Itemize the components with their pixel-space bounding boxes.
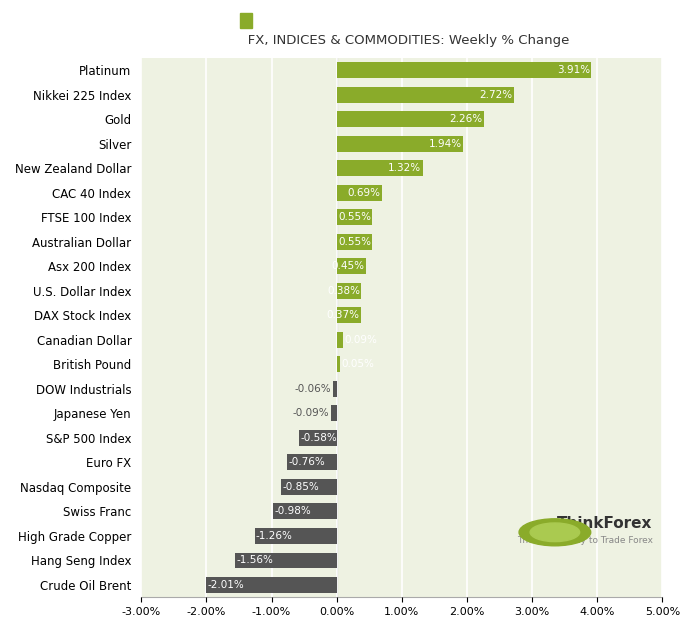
Text: 3.91%: 3.91% [557, 65, 590, 75]
Text: -0.98%: -0.98% [274, 506, 311, 516]
Bar [336, 209, 373, 225]
Text: 2.72%: 2.72% [480, 90, 512, 100]
Bar [336, 234, 373, 250]
Bar [336, 185, 382, 201]
Bar [336, 307, 361, 324]
Bar [336, 136, 463, 152]
Circle shape [530, 523, 580, 542]
Bar [336, 283, 361, 299]
Circle shape [519, 519, 591, 546]
Text: The Smart Way to Trade Forex: The Smart Way to Trade Forex [516, 537, 653, 545]
Bar [299, 430, 336, 446]
Bar [235, 552, 336, 568]
Text: -1.56%: -1.56% [236, 556, 273, 566]
Bar [254, 528, 336, 544]
Text: -0.85%: -0.85% [283, 482, 319, 492]
Text: -0.09%: -0.09% [292, 408, 329, 418]
Bar [331, 405, 336, 422]
Text: 0.38%: 0.38% [327, 286, 360, 296]
Bar [336, 356, 340, 372]
Text: 1.94%: 1.94% [429, 138, 461, 149]
Text: -0.58%: -0.58% [300, 433, 337, 443]
Bar [336, 161, 423, 176]
Text: 0.55%: 0.55% [338, 237, 371, 246]
Bar [333, 381, 336, 397]
Text: -1.26%: -1.26% [256, 531, 293, 541]
Bar [336, 332, 343, 348]
Text: -0.76%: -0.76% [288, 458, 325, 468]
Text: 1.32%: 1.32% [389, 163, 421, 173]
Text: 0.37%: 0.37% [327, 310, 359, 320]
Text: 0.05%: 0.05% [342, 360, 375, 369]
Bar [336, 111, 484, 127]
Bar [281, 479, 336, 495]
Text: -0.06%: -0.06% [294, 384, 331, 394]
Bar [287, 454, 336, 470]
Title:    FX, INDICES & COMMODITIES: Weekly % Change: FX, INDICES & COMMODITIES: Weekly % Chan… [235, 34, 569, 47]
Bar [336, 62, 591, 78]
Text: 0.09%: 0.09% [345, 335, 377, 345]
Text: 2.26%: 2.26% [450, 114, 482, 124]
Bar [336, 258, 366, 274]
Bar [206, 577, 336, 593]
Text: 0.69%: 0.69% [348, 188, 380, 198]
Bar [336, 87, 514, 102]
Text: 0.45%: 0.45% [332, 261, 365, 271]
Text: -2.01%: -2.01% [207, 580, 244, 590]
Bar [273, 504, 336, 520]
Text: ThinkForex: ThinkForex [557, 516, 653, 532]
Text: 0.55%: 0.55% [338, 212, 371, 222]
